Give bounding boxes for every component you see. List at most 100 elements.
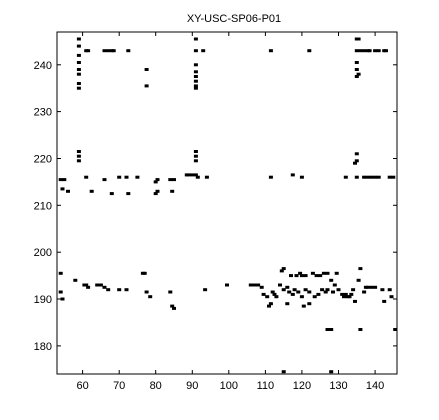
data-point — [201, 49, 205, 52]
data-point — [282, 288, 286, 291]
data-point — [326, 328, 330, 331]
data-point — [362, 49, 366, 52]
data-point — [156, 178, 160, 181]
data-point — [390, 295, 394, 298]
data-point — [373, 286, 377, 289]
data-point — [355, 152, 359, 155]
data-point — [274, 295, 278, 298]
x-tick-label: 110 — [257, 380, 275, 392]
data-point — [77, 87, 81, 90]
data-point — [355, 176, 359, 179]
data-point — [287, 291, 291, 294]
x-tick-label: 120 — [293, 380, 311, 392]
data-point — [135, 176, 139, 179]
data-point — [289, 274, 293, 277]
data-point — [77, 54, 81, 57]
data-point — [77, 155, 81, 158]
data-point — [344, 176, 348, 179]
data-point — [329, 370, 333, 373]
x-tick-label: 140 — [366, 380, 384, 392]
data-point — [337, 288, 341, 291]
data-point — [168, 291, 172, 294]
data-point — [148, 295, 152, 298]
data-point — [154, 192, 158, 195]
data-point — [194, 49, 198, 52]
data-point — [315, 274, 319, 277]
data-point — [373, 176, 377, 179]
data-point — [126, 49, 130, 52]
data-point — [326, 288, 330, 291]
y-tick-label: 240 — [34, 60, 52, 72]
data-point — [362, 176, 366, 179]
data-point — [267, 305, 271, 308]
data-point — [77, 73, 81, 76]
data-point — [86, 49, 90, 52]
data-point — [307, 302, 311, 305]
data-point — [322, 272, 326, 275]
data-point — [355, 49, 359, 52]
data-point — [170, 190, 174, 193]
data-point — [355, 75, 359, 78]
data-point — [203, 288, 207, 291]
data-point — [145, 291, 149, 294]
data-point — [377, 176, 381, 179]
y-tick-label: 180 — [34, 341, 52, 353]
data-point — [117, 176, 121, 179]
data-point — [196, 176, 200, 179]
data-point — [368, 49, 372, 52]
data-point — [145, 68, 149, 71]
data-point — [373, 49, 377, 52]
data-point — [366, 176, 370, 179]
data-point — [125, 176, 129, 179]
data-point — [380, 288, 384, 291]
data-point — [61, 187, 65, 190]
data-point — [326, 272, 330, 275]
data-point — [225, 284, 229, 287]
data-point — [331, 291, 335, 294]
data-point — [126, 192, 130, 195]
data-point — [249, 284, 253, 287]
data-point — [59, 178, 63, 181]
data-point — [73, 279, 77, 282]
data-point — [194, 70, 198, 73]
data-point — [384, 49, 388, 52]
data-point — [355, 61, 359, 64]
data-point — [194, 150, 198, 153]
data-point — [382, 300, 386, 303]
data-point — [125, 288, 129, 291]
x-tick-label: 80 — [150, 380, 162, 392]
data-point — [307, 49, 311, 52]
data-point — [329, 279, 333, 282]
x-tick-label: 70 — [113, 380, 125, 392]
data-point — [103, 178, 107, 181]
data-point — [388, 176, 392, 179]
data-point — [388, 288, 392, 291]
data-point — [256, 284, 260, 287]
x-tick-label: 60 — [76, 380, 88, 392]
data-point — [307, 291, 311, 294]
data-point — [300, 274, 304, 277]
data-point — [300, 176, 304, 179]
data-point — [61, 298, 65, 301]
data-point — [366, 286, 370, 289]
data-point — [194, 155, 198, 158]
data-point — [353, 300, 357, 303]
data-point — [333, 284, 337, 287]
data-point — [62, 178, 66, 181]
data-point — [318, 274, 322, 277]
data-point — [77, 82, 81, 85]
y-tick-label: 190 — [34, 294, 52, 306]
data-point — [194, 159, 198, 162]
data-point — [358, 49, 362, 52]
data-point — [265, 295, 269, 298]
data-point — [304, 274, 308, 277]
data-point — [362, 291, 366, 294]
data-point — [285, 302, 289, 305]
data-point — [90, 190, 94, 193]
data-point — [296, 291, 300, 294]
data-point — [357, 38, 361, 41]
data-point — [59, 272, 63, 275]
data-point — [84, 176, 88, 179]
data-point — [313, 295, 317, 298]
